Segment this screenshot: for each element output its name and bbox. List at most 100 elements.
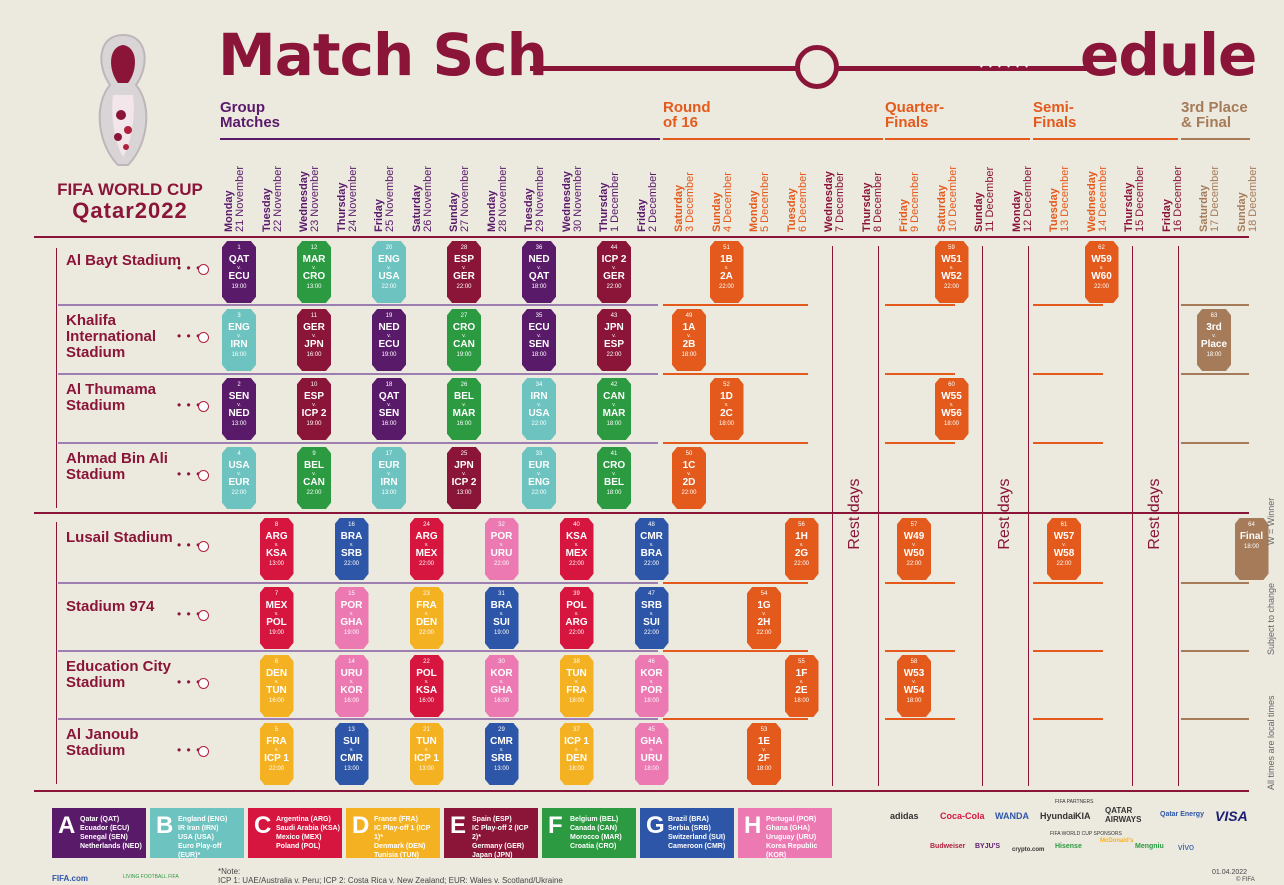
match-card[interactable]: 19 NED v. ECU 19:00 <box>372 309 406 371</box>
match-card[interactable]: 41 CRO v. BEL 18:00 <box>597 447 631 509</box>
kickoff-time: 19:00 <box>268 630 284 636</box>
match-card[interactable]: 43 JPN v. ESP 22:00 <box>597 309 631 371</box>
match-card[interactable]: 63 3rd v. Place 18:00 <box>1197 309 1231 371</box>
match-card[interactable]: 54 1G v. 2H 22:00 <box>747 587 781 649</box>
match-card[interactable]: 1 QAT v. ECU 19:00 <box>222 241 256 303</box>
match-card[interactable]: 48 CMR v. BRA 22:00 <box>634 518 669 580</box>
match-card[interactable]: 50 1C v. 2D 22:00 <box>672 447 706 509</box>
match-card[interactable]: 49 1A v. 2B 18:00 <box>672 309 706 371</box>
team-2: EUR <box>228 477 250 488</box>
match-card[interactable]: 51 1B v. 2A 22:00 <box>709 241 744 303</box>
team-1: 1H <box>795 531 808 542</box>
match-card[interactable]: 28 ESP v. GER 22:00 <box>447 241 481 303</box>
match-card[interactable]: 30 KOR v. GHA 16:00 <box>484 655 519 717</box>
match-card[interactable]: 60 W55 v. W56 18:00 <box>934 378 969 440</box>
match-card[interactable]: 27 CRO v. CAN 19:00 <box>447 309 481 371</box>
match-card[interactable]: 22 POL v. KSA 16:00 <box>409 655 444 717</box>
match-card[interactable]: 64 Final 18:00 <box>1234 518 1269 580</box>
match-card[interactable]: 3 ENG v. IRN 16:00 <box>222 309 256 371</box>
match-card[interactable]: 13 SUI v. CMR 13:00 <box>334 723 369 785</box>
versus: v. <box>612 333 616 339</box>
match-card[interactable]: 18 QAT v. SEN 16:00 <box>372 378 406 440</box>
match-card[interactable]: 39 POL v. ARG 22:00 <box>559 587 594 649</box>
group-card: C Argentina (ARG) Saudi Arabia (KSA) Mexico… <box>248 808 342 858</box>
team-1: TUN <box>416 736 437 747</box>
match-card[interactable]: 40 KSA v. MEX 22:00 <box>559 518 594 580</box>
stadium-name: Education City Stadium <box>66 657 172 691</box>
match-card[interactable]: 34 IRN v. USA 22:00 <box>522 378 556 440</box>
day-of-week: Thursday <box>335 182 348 232</box>
match-card[interactable]: 42 CAN v. MAR 18:00 <box>597 378 631 440</box>
rest-day-divider <box>877 246 879 786</box>
match-card[interactable]: 8 ARG v. KSA 13:00 <box>259 518 294 580</box>
match-card[interactable]: 46 KOR v. POR 18:00 <box>634 655 669 717</box>
match-card[interactable]: 45 GHA v. URU 18:00 <box>634 723 669 785</box>
sponsor-hisense: Hisense <box>1055 843 1082 850</box>
group-card: D France (FRA) IC Play-off 1 (ICP 1)* Denma… <box>346 808 440 859</box>
match-card[interactable]: 58 W53 v. W54 18:00 <box>897 655 931 717</box>
match-card[interactable]: 26 BEL v. MAR 16:00 <box>447 378 481 440</box>
match-card[interactable]: 4 USA v. EUR 22:00 <box>222 447 256 509</box>
team-2: GHA <box>340 617 363 628</box>
match-card[interactable]: 7 MEX v. POL 19:00 <box>259 587 294 649</box>
match-card[interactable]: 29 CMR v. SRB 13:00 <box>484 723 519 785</box>
match-card[interactable]: 32 POR v. URU 22:00 <box>484 518 519 580</box>
match-card[interactable]: 14 URU v. KOR 16:00 <box>334 655 369 717</box>
match-card[interactable]: 33 EUR v. ENG 22:00 <box>522 447 556 509</box>
team-2: BRA <box>640 548 663 559</box>
day-date: 26 November <box>421 165 434 232</box>
team-2: TUN <box>266 685 287 696</box>
match-card[interactable]: 36 NED v. QAT 18:00 <box>522 241 556 303</box>
day-of-week: Sunday <box>1235 192 1248 232</box>
match-card[interactable]: 16 BRA v. SRB 22:00 <box>334 518 369 580</box>
row-divider <box>1181 582 1249 584</box>
match-card[interactable]: 2 SEN v. NED 13:00 <box>222 378 256 440</box>
match-card[interactable]: 62 W59 v. W60 22:00 <box>1084 241 1119 303</box>
versus: v. <box>349 679 354 685</box>
match-card[interactable]: 15 POR v. GHA 19:00 <box>334 587 369 649</box>
day-header: Monday 5 December <box>748 150 775 232</box>
team-2: KSA <box>415 685 438 696</box>
team-1: URU <box>340 668 363 679</box>
group-team: Argentina (ARG) <box>276 816 331 823</box>
footer-copyright: © FIFA <box>1236 877 1255 883</box>
match-number: 55 <box>798 659 805 665</box>
match-card[interactable]: 17 EUR v. IRN 13:00 <box>372 447 406 509</box>
match-card[interactable]: 57 W49 v. W50 22:00 <box>897 518 931 580</box>
match-card[interactable]: 38 TUN v. FRA 18:00 <box>559 655 594 717</box>
match-card[interactable]: 44 ICP 2 v. GER 22:00 <box>597 241 631 303</box>
match-card[interactable]: 9 BEL v. CAN 22:00 <box>297 447 331 509</box>
match-card[interactable]: 35 ECU v. SEN 18:00 <box>522 309 556 371</box>
match-card[interactable]: 12 MAR v. CRO 13:00 <box>297 241 331 303</box>
match-card[interactable]: 25 JPN v. ICP 2 13:00 <box>447 447 481 509</box>
match-card[interactable]: 31 BRA v. SUI 19:00 <box>484 587 519 649</box>
match-card[interactable]: 37 ICP 1 v. DEN 18:00 <box>559 723 594 785</box>
match-card[interactable]: 55 1F v. 2E 18:00 <box>784 655 819 717</box>
day-of-week: Monday <box>485 190 498 232</box>
match-card[interactable]: 6 DEN v. TUN 16:00 <box>259 655 294 717</box>
match-card[interactable]: 47 SRB v. SUI 22:00 <box>634 587 669 649</box>
match-card[interactable]: 21 TUN v. ICP 1 13:00 <box>409 723 444 785</box>
match-card[interactable]: 24 ARG v. MEX 22:00 <box>409 518 444 580</box>
match-card[interactable]: 10 ESP v. ICP 2 19:00 <box>297 378 331 440</box>
match-card[interactable]: 59 W51 v. W52 22:00 <box>934 241 969 303</box>
world-cup-trophy-emblem <box>98 33 148 166</box>
team-2: IRN <box>230 339 248 350</box>
match-card[interactable]: 61 W57 v. W58 22:00 <box>1047 518 1081 580</box>
match-number: 32 <box>498 522 505 528</box>
match-card[interactable]: 5 FRA v. ICP 1 22:00 <box>259 723 294 785</box>
team-1: NED <box>528 254 550 265</box>
kickoff-time: 18:00 <box>906 698 922 704</box>
team-2: BEL <box>604 477 624 488</box>
footer-fifa[interactable]: FIFA.com <box>52 874 89 883</box>
match-card[interactable]: 11 GER v. JPN 16:00 <box>297 309 331 371</box>
match-card[interactable]: 20 ENG v. USA 22:00 <box>372 241 406 303</box>
match-card[interactable]: 53 1E v. 2F 18:00 <box>747 723 781 785</box>
team-1: SRB <box>640 600 663 611</box>
team-2: SEN <box>528 339 550 350</box>
kickoff-time: 22:00 <box>268 766 284 772</box>
match-card[interactable]: 56 1H v. 2G 22:00 <box>784 518 819 580</box>
match-card[interactable]: 52 1D v. 2C 18:00 <box>709 378 744 440</box>
team-1: EUR <box>378 460 400 471</box>
match-card[interactable]: 23 FRA v. DEN 22:00 <box>409 587 444 649</box>
